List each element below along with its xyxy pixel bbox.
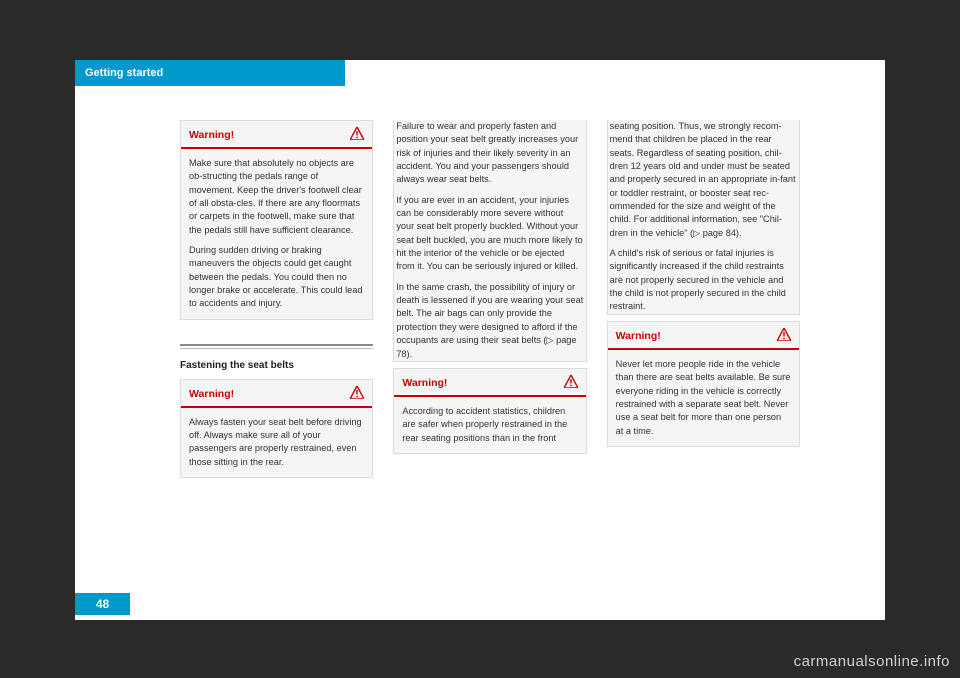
warning-body: seating position. Thus, we strongly reco… — [608, 120, 799, 314]
body-paragraph: A child's risk of serious or fatal injur… — [610, 247, 797, 314]
column-2: Failure to wear and properly fasten and … — [393, 120, 586, 484]
warning-box-seatbelt-count: Warning! Never let more people ride in t… — [607, 321, 800, 447]
column-1: Warning! Make sure that absolutely no ob… — [180, 120, 373, 484]
content-columns: Warning! Make sure that absolutely no ob… — [180, 120, 800, 484]
warning-box-pedals: Warning! Make sure that absolutely no ob… — [180, 120, 373, 320]
warning-paragraph: During sudden driving or braking maneuve… — [189, 244, 364, 311]
warning-body: According to accident statistics, childr… — [394, 397, 585, 453]
body-paragraph: If you are ever in an accident, your inj… — [396, 194, 583, 274]
section-tab: Getting started — [75, 60, 345, 86]
section-tab-label: Getting started — [85, 67, 163, 79]
warning-triangle-icon — [564, 375, 578, 391]
warning-box-fasten-belt: Warning! Always fasten your seat belt be… — [180, 379, 373, 478]
warning-label: Warning! — [189, 388, 234, 400]
warning-box-children-continued: seating position. Thus, we strongly reco… — [607, 120, 800, 315]
warning-body: Always fasten your seat belt before driv… — [181, 408, 372, 477]
section-heading: Fastening the seat belts — [180, 360, 373, 371]
warning-triangle-icon — [350, 386, 364, 402]
page-number-badge: 48 — [75, 593, 130, 615]
body-paragraph: seating position. Thus, we strongly reco… — [610, 120, 797, 240]
watermark: carmanualsonline.info — [794, 653, 950, 670]
warning-header: Warning! — [394, 369, 585, 397]
warning-paragraph: Never let more people ride in the vehicl… — [616, 358, 791, 438]
warning-paragraph: Make sure that absolutely no objects are… — [189, 157, 364, 237]
warning-body: Make sure that absolutely no objects are… — [181, 149, 372, 319]
page-number: 48 — [96, 597, 109, 611]
warning-box-children-stats: Warning! According to accident statistic… — [393, 368, 586, 454]
warning-box-belt-continued: Failure to wear and properly fasten and … — [393, 120, 586, 362]
warning-header: Warning! — [181, 121, 372, 149]
manual-page: Getting started Warning! Make sure that … — [75, 60, 885, 620]
warning-label: Warning! — [189, 129, 234, 141]
warning-body: Failure to wear and properly fasten and … — [394, 120, 585, 361]
body-paragraph: Failure to wear and properly fasten and … — [396, 120, 583, 187]
warning-triangle-icon — [777, 328, 791, 344]
warning-label: Warning! — [616, 330, 661, 342]
warning-paragraph: According to accident statistics, childr… — [402, 405, 577, 445]
body-paragraph: In the same crash, the possibility of in… — [396, 281, 583, 361]
warning-header: Warning! — [608, 322, 799, 350]
warning-label: Warning! — [402, 377, 447, 389]
warning-triangle-icon — [350, 127, 364, 143]
section-divider — [180, 344, 373, 350]
warning-body: Never let more people ride in the vehicl… — [608, 350, 799, 446]
column-3: seating position. Thus, we strongly reco… — [607, 120, 800, 484]
warning-header: Warning! — [181, 380, 372, 408]
warning-paragraph: Always fasten your seat belt before driv… — [189, 416, 364, 469]
